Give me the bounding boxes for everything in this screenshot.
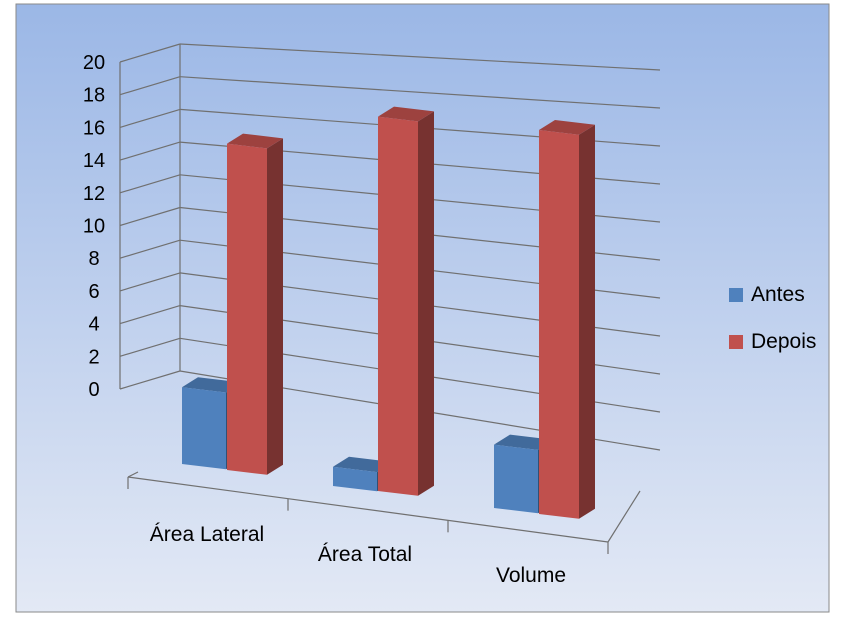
x-tick-labels: Área Lateral Área Total Volume [150, 523, 566, 587]
bar-depois [539, 130, 579, 519]
x-tick-label: Área Lateral [150, 523, 264, 546]
gridline-back [179, 43, 661, 71]
gridline-side [119, 76, 181, 96]
y-tick-label: 20 [83, 52, 105, 74]
y-tick-label: 10 [83, 216, 105, 238]
gridline-side [119, 174, 181, 194]
bar-top [539, 120, 595, 135]
floor-left-edge [127, 471, 139, 478]
floor-right-edge [607, 490, 641, 543]
y-tick-label: 18 [83, 85, 105, 107]
y-tick-label: 16 [83, 117, 105, 139]
y-tick-label: 12 [83, 183, 105, 205]
y-tick-label: 14 [83, 150, 105, 172]
bars [182, 106, 595, 519]
y-tick-labels: 0 2 4 6 8 10 12 14 16 18 20 [83, 52, 105, 401]
bar-side [267, 138, 283, 475]
bar-depois [227, 143, 267, 475]
gridline-side [119, 305, 181, 325]
bar-antes [494, 444, 538, 514]
gridline-side [119, 337, 181, 357]
bar-antes [333, 466, 377, 492]
bar-depois [378, 116, 418, 496]
legend-swatch-antes [729, 288, 743, 302]
gridline-side [119, 370, 181, 390]
bar-antes [182, 387, 226, 470]
bar-top [227, 133, 283, 149]
bar-side [579, 124, 595, 519]
legend-label-antes: Antes [751, 283, 805, 306]
gridline-side [119, 206, 181, 227]
gridline-back [179, 76, 661, 109]
gridline-side [119, 141, 181, 161]
gridline-side [119, 43, 181, 63]
legend: Antes Depois [729, 283, 816, 353]
axes [119, 44, 641, 554]
legend-label-depois: Depois [751, 330, 816, 353]
gridline-side [119, 239, 181, 259]
gridline-side [119, 108, 181, 128]
x-tick-label: Volume [496, 564, 566, 587]
y-tick-label: 8 [88, 248, 99, 270]
bar-side [418, 111, 434, 496]
y-tick-label: 4 [88, 314, 99, 336]
legend-swatch-depois [729, 335, 743, 349]
bar-top [378, 106, 434, 122]
x-axis-line [127, 476, 609, 543]
y-tick-label: 2 [88, 346, 99, 368]
gridline-side [119, 272, 181, 292]
y-tick-label: 6 [88, 281, 99, 303]
x-tick-label: Área Total [318, 543, 412, 566]
y-tick-label: 0 [88, 379, 99, 401]
